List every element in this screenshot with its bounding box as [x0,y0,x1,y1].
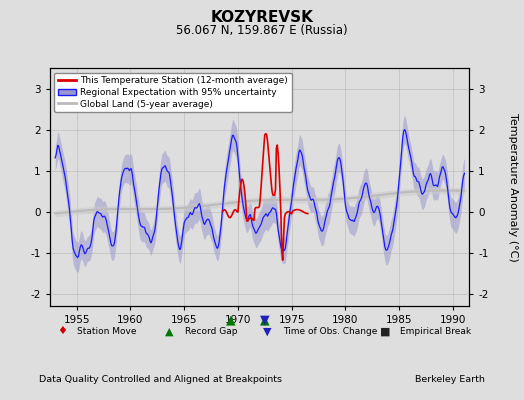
Text: Time of Obs. Change: Time of Obs. Change [283,327,378,336]
Text: Record Gap: Record Gap [185,327,237,336]
Text: ♦: ♦ [57,326,67,336]
Text: Data Quality Controlled and Aligned at Breakpoints: Data Quality Controlled and Aligned at B… [39,375,282,384]
Text: Berkeley Earth: Berkeley Earth [415,375,485,384]
Text: Station Move: Station Move [78,327,137,336]
Text: Empirical Break: Empirical Break [400,327,471,336]
Text: ▼: ▼ [263,326,272,336]
Legend: This Temperature Station (12-month average), Regional Expectation with 95% uncer: This Temperature Station (12-month avera… [54,72,292,112]
Text: KOZYREVSK: KOZYREVSK [211,10,313,25]
Text: ▼: ▼ [260,314,269,326]
Text: ▲: ▲ [260,314,269,326]
Text: ▲: ▲ [165,326,173,336]
Text: ■: ■ [380,326,390,336]
Y-axis label: Temperature Anomaly (°C): Temperature Anomaly (°C) [508,113,518,261]
Text: ▲: ▲ [225,314,235,326]
Text: 56.067 N, 159.867 E (Russia): 56.067 N, 159.867 E (Russia) [176,24,348,37]
